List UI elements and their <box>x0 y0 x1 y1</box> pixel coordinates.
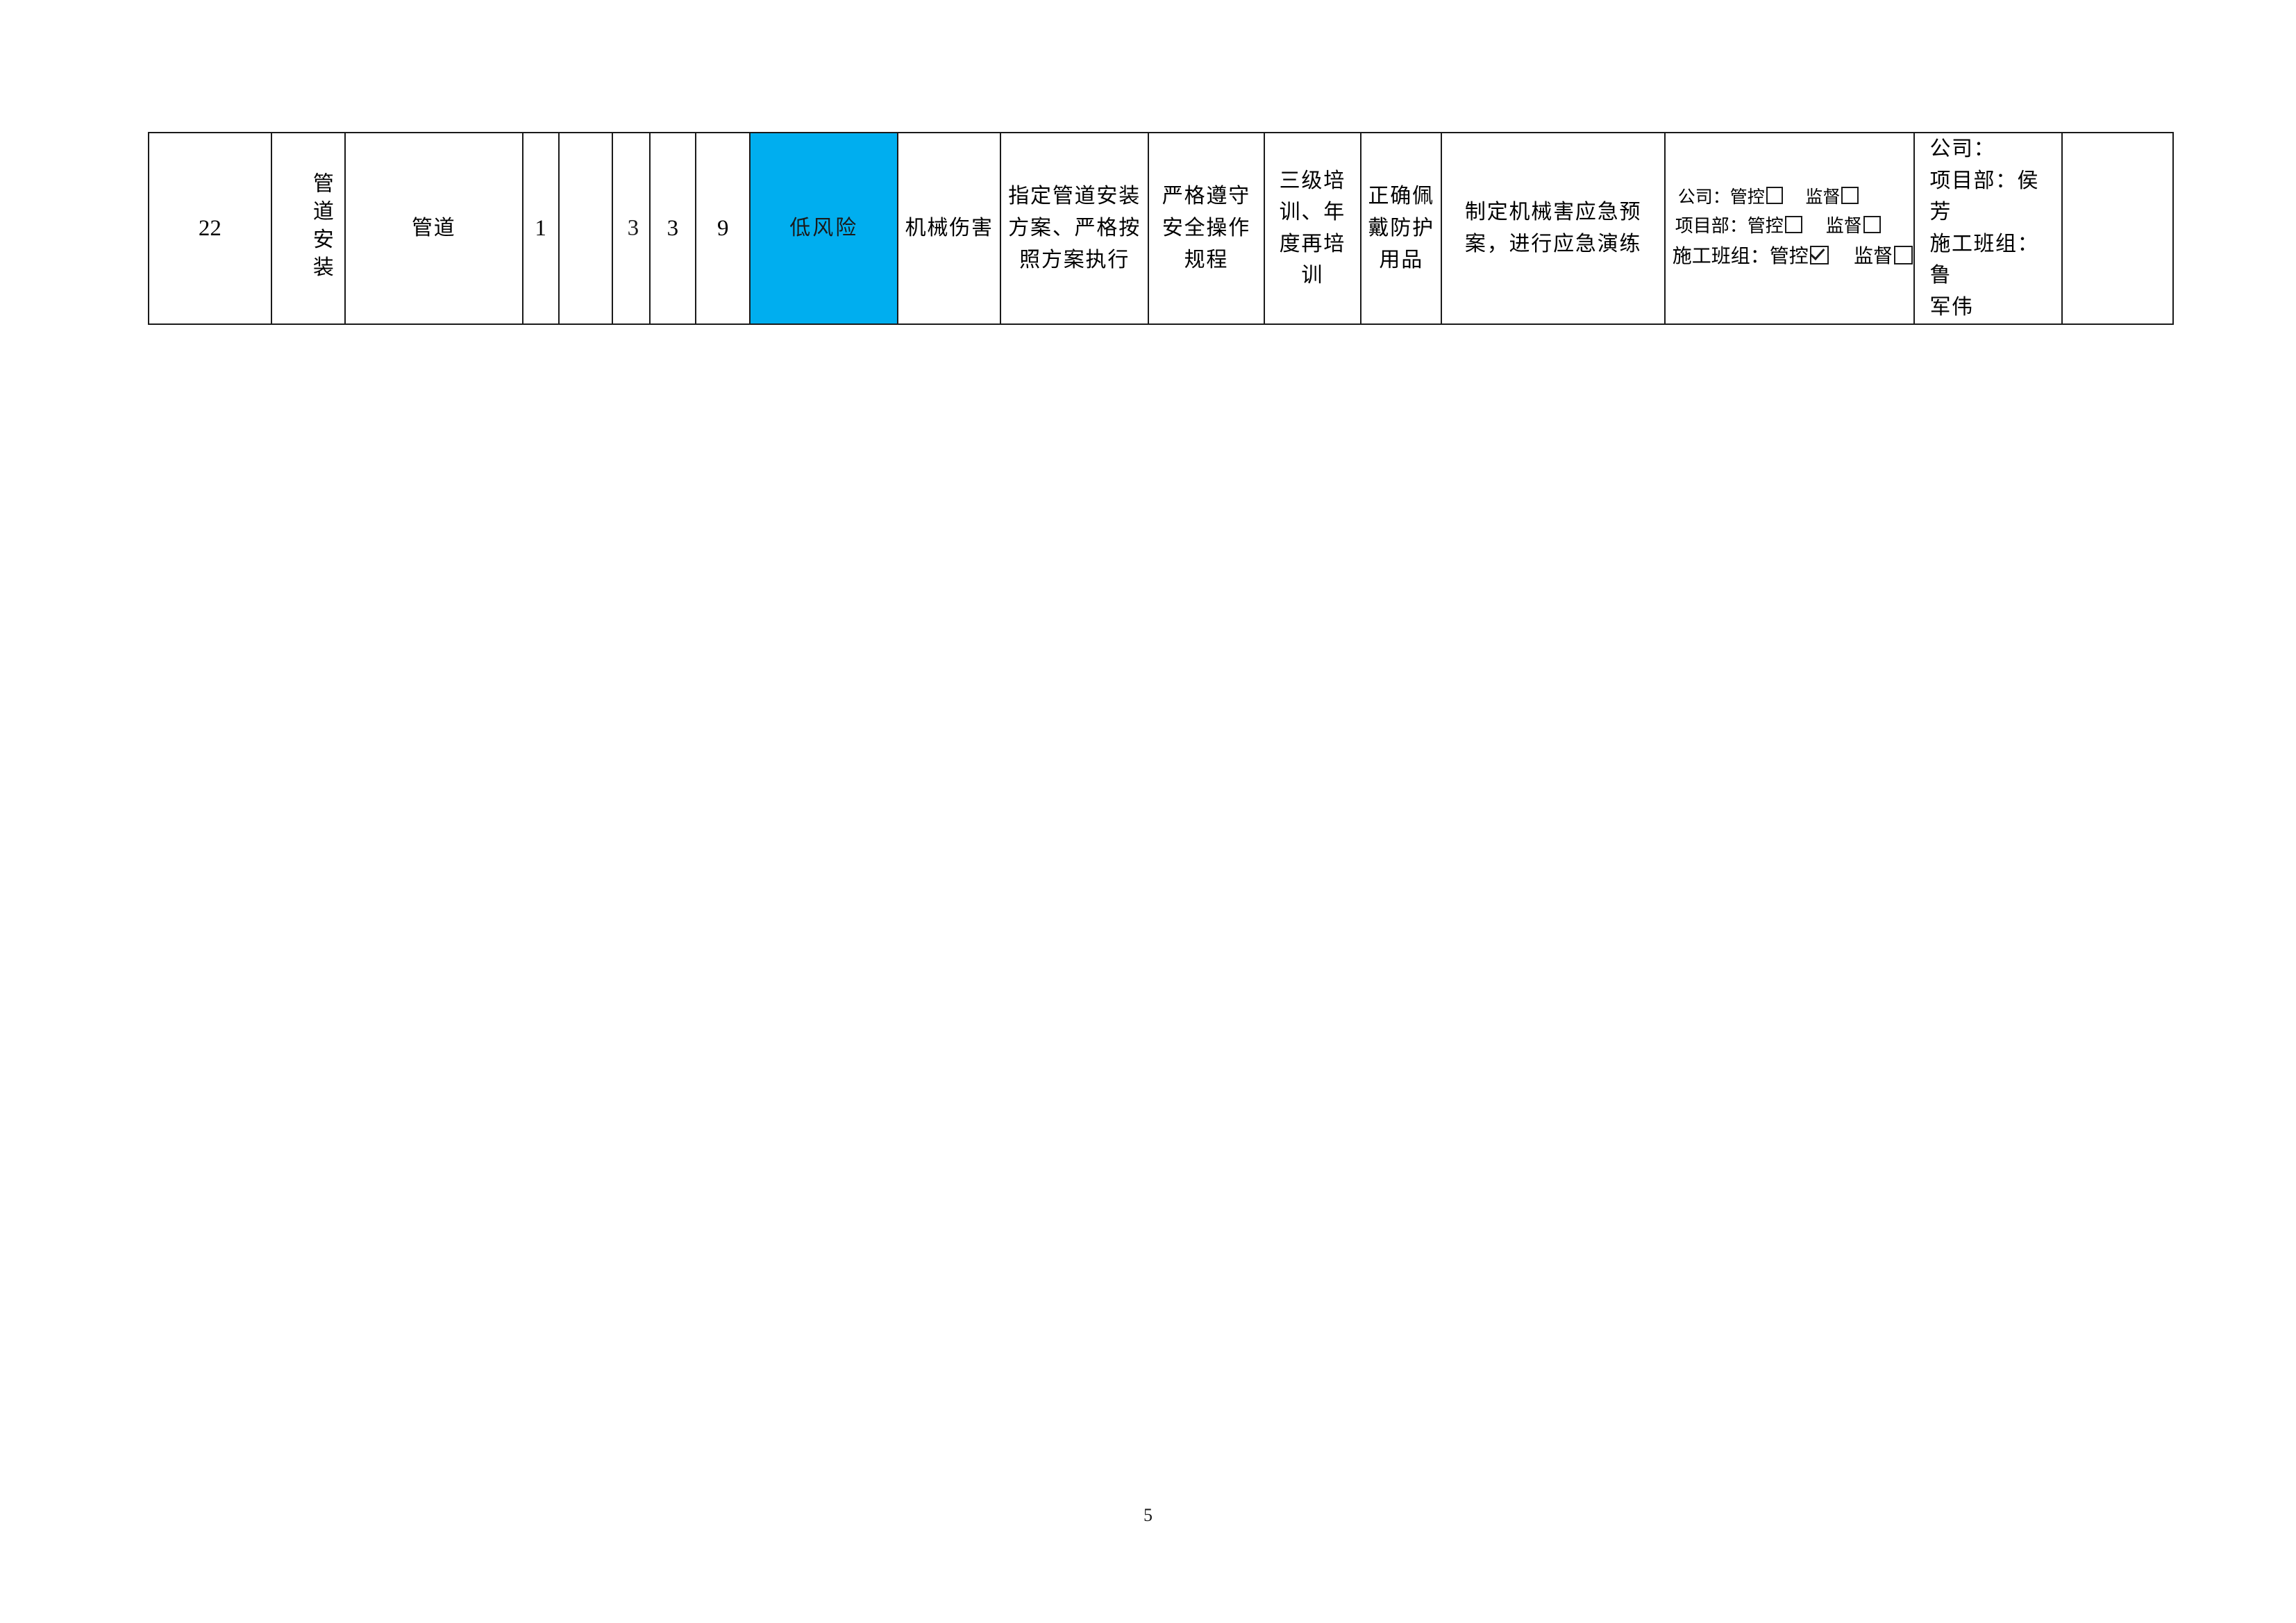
management-measure-text: 严格遵守安全操作规程 <box>1162 185 1251 271</box>
page-number: 5 <box>1143 1505 1153 1525</box>
activity-text: 管道安装 <box>309 172 333 285</box>
control-level-row-company: 公司：管控 监督 <box>1673 184 1908 212</box>
team-supervise-label: 监督 <box>1854 246 1893 268</box>
engineering-measure-text: 指定管道安装方案、严格按照方案执行 <box>1008 185 1141 271</box>
d-value-text: 3 <box>667 215 679 241</box>
company-label: 公司： <box>1677 187 1730 207</box>
project-supervise-label: 监督 <box>1825 216 1862 237</box>
cell-responsible-person: 公司： 项目部：侯芳 施工班组：鲁 军伟 <box>1913 132 2063 325</box>
cell-risk-value: 9 <box>695 132 751 325</box>
c-value-text: 3 <box>627 215 639 241</box>
risk-assessment-table: 22 管道安装 管道 1 <box>148 132 2175 325</box>
responsible-person-team-cont: 军伟 <box>1929 295 1974 319</box>
risk-value-text: 9 <box>717 215 729 241</box>
project-supervise-checkbox[interactable] <box>1863 216 1881 234</box>
company-control-checkbox[interactable] <box>1766 187 1784 204</box>
company-control-label: 管控 <box>1729 187 1765 207</box>
hazard-text: 机械伤害 <box>905 216 994 239</box>
cell-training-measure: 三级培训、年度再培训 <box>1263 132 1361 325</box>
responsible-person-list: 公司： 项目部：侯芳 施工班组：鲁 军伟 <box>1915 133 2061 323</box>
company-supervise-checkbox[interactable] <box>1841 187 1859 204</box>
cell-control-responsibility: 公司：管控 监督 项目部：管控 监督 施工班组：管控 监督 <box>1664 132 1915 325</box>
team-label: 施工班组： <box>1672 246 1770 268</box>
ppe-measure-text: 正确佩戴防护用品 <box>1368 185 1434 271</box>
cell-risk-level: 低风险 <box>749 132 899 325</box>
responsible-person-company: 公司： <box>1929 137 1996 160</box>
cell-emergency-measure: 制定机械害应急预案，进行应急演练 <box>1441 132 1666 325</box>
responsible-person-team: 施工班组：鲁 <box>1929 232 2040 287</box>
cell-remarks <box>2061 132 2175 325</box>
cell-hazard: 机械伤害 <box>897 132 1002 325</box>
cell-ppe-measure: 正确佩戴防护用品 <box>1359 132 1443 325</box>
team-control-label: 管控 <box>1769 246 1809 268</box>
cell-c-value: 3 <box>611 132 651 325</box>
part-text: 管道 <box>411 216 456 239</box>
control-level-row-project: 项目部：管控 监督 <box>1673 212 1908 241</box>
risk-assessment-table-wrapper: 22 管道安装 管道 1 <box>148 132 2175 325</box>
cell-e-value <box>558 132 613 325</box>
sequence-no-text: 22 <box>198 215 221 241</box>
responsible-person-project: 项目部：侯芳 <box>1929 169 2040 224</box>
team-supervise-checkbox[interactable] <box>1894 245 1913 264</box>
control-level-list: 公司：管控 监督 项目部：管控 监督 施工班组：管控 监督 <box>1666 184 1913 273</box>
risk-level-badge: 低风险 <box>789 216 859 239</box>
cell-sequence-no: 22 <box>148 132 272 325</box>
control-level-row-team: 施工班组：管控 监督 <box>1672 241 1913 272</box>
team-control-checkbox[interactable] <box>1809 245 1829 264</box>
activity-vertical-wrapper: 管道安装 <box>272 133 344 323</box>
company-supervise-label: 监督 <box>1805 187 1841 207</box>
table-body: 22 管道安装 管道 1 <box>148 132 2175 325</box>
project-control-checkbox[interactable] <box>1784 216 1802 234</box>
table-row: 22 管道安装 管道 1 <box>148 132 2175 325</box>
cell-l-value: 1 <box>521 132 560 325</box>
cell-part: 管道 <box>344 132 523 325</box>
l-value-text: 1 <box>535 215 546 241</box>
cell-engineering-measure: 指定管道安装方案、严格按照方案执行 <box>1000 132 1150 325</box>
cell-d-value: 3 <box>648 132 697 325</box>
training-measure-text: 三级培训、年度再培训 <box>1279 169 1346 287</box>
cell-activity: 管道安装 <box>270 132 346 325</box>
cell-management-measure: 严格遵守安全操作规程 <box>1148 132 1265 325</box>
project-control-label: 管控 <box>1747 216 1784 237</box>
project-label: 项目部： <box>1675 216 1748 237</box>
emergency-measure-text: 制定机械害应急预案，进行应急演练 <box>1464 201 1642 255</box>
